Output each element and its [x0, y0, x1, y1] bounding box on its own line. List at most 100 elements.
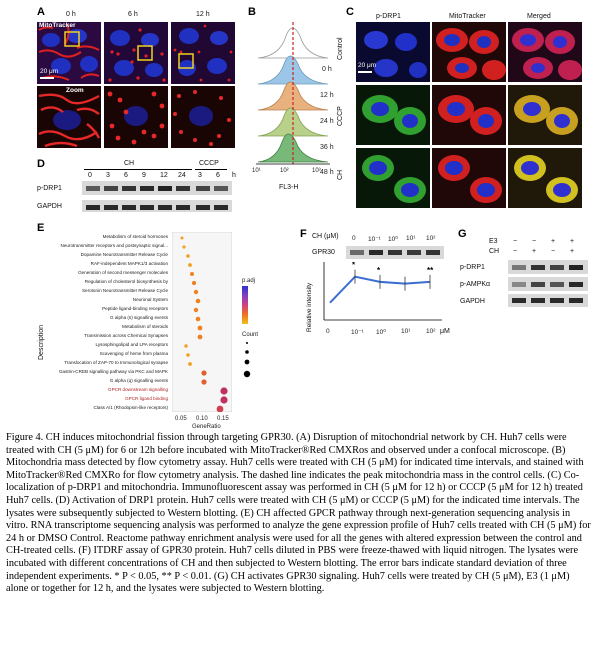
panel-c-label: C — [346, 6, 354, 18]
stain-label: MitoTracker — [39, 22, 76, 29]
ifa-cccp-mito — [432, 85, 506, 145]
legend-padj-title: p.adj — [242, 278, 256, 284]
panel-d-label: D — [37, 158, 45, 170]
f-significance-star: * — [352, 262, 356, 270]
f-row-gpr30: GPR30 — [312, 249, 335, 256]
f-x-tick: 0 — [326, 328, 330, 335]
x-tick-10-2: 10² — [280, 168, 289, 174]
zoom-label: Zoom — [66, 87, 84, 94]
f-significance-star: ** — [427, 266, 434, 275]
dotplot-point — [197, 325, 203, 331]
g-treatment-e3: E3 — [489, 238, 498, 245]
scale-bar-a — [40, 77, 54, 79]
group-cccp-line — [195, 169, 227, 170]
term-label: Gastrin-CREB signalling pathway via PKC … — [58, 369, 168, 374]
dotplot-point — [197, 334, 203, 340]
lane-label: 12 — [160, 172, 168, 179]
dotplot-point — [220, 396, 228, 404]
blot-d-pdrp1 — [82, 181, 232, 195]
panel-b-label: B — [248, 6, 256, 18]
legend-color-scale — [242, 286, 248, 324]
e-xtick-0: 0.05 — [175, 416, 187, 422]
term-label: Metabolism of steroid hormones — [102, 234, 168, 239]
time-label-48h: 48 h — [320, 169, 334, 176]
ifa-ch-pdrp1-image — [362, 155, 426, 203]
x-tick-10-1: 10¹ — [252, 168, 261, 174]
row-p-drp1-d: p-DRP1 — [37, 185, 62, 192]
x-tick-10-3: 10³ — [312, 168, 321, 174]
lane-label: 6 — [216, 172, 220, 179]
scale-bar-c-label: 20 μm — [358, 62, 377, 69]
term-label: Lysosphingolipid and LPA receptors — [95, 342, 168, 347]
ifa-control-pdrp1 — [356, 22, 430, 82]
ifa-control-mito-image — [436, 28, 506, 80]
dotplot-point — [201, 370, 207, 376]
dotplot-point — [186, 254, 190, 258]
conc-label: 10¹ — [406, 235, 416, 242]
flow-cytometry-histograms — [256, 22, 330, 165]
term-label: Transmission across Chemical Synapses — [84, 333, 168, 338]
zoom-a-6h-image — [107, 91, 165, 145]
f-x-tick: 10² — [426, 328, 436, 335]
row-ch: CH — [337, 169, 344, 180]
figure-caption: Figure 4. CH induces mitochondrial fissi… — [6, 432, 591, 595]
dotplot-point — [216, 405, 224, 412]
group-ch: CH — [124, 160, 135, 167]
g-sign-e3: − — [532, 238, 537, 245]
g-row-gapdh: GAPDH — [460, 298, 485, 305]
term-label: RAF-independent MAPK1/3 activation — [90, 261, 168, 266]
term-label: Class A/1 (Rhodopsin-like receptors) — [93, 405, 168, 410]
row-cccp: CCCP — [337, 106, 344, 126]
term-label: Dopamine Neurotransmitter Release Cycle — [80, 252, 168, 257]
flow-x-axis-label: FL3-H — [279, 184, 299, 191]
term-label: Metabolism of steroids — [122, 324, 168, 329]
ifa-control-mito — [432, 22, 506, 82]
g-sign-ch: + — [570, 248, 575, 255]
blot-g-pdrp1-bands — [512, 265, 583, 270]
e-x-axis-label: GeneRatio — [192, 424, 221, 430]
term-label: Generation of second messenger molecules — [78, 270, 168, 275]
dotplot-point — [188, 263, 192, 267]
micrograph-a-0h — [37, 22, 101, 84]
row-control: Control — [337, 37, 344, 60]
histogram-24h — [257, 81, 329, 111]
time-label-24h: 24 h — [320, 118, 334, 125]
lane-label: 0 — [88, 172, 92, 179]
micrograph-a-12h — [171, 22, 235, 84]
g-treatment-ch: CH — [489, 248, 500, 255]
time-label-12h: 12 h — [320, 92, 334, 99]
g-sign-e3: + — [570, 238, 575, 245]
term-label: Neurotransmitter receptors and postsynap… — [60, 243, 169, 248]
time-label-0h: 0 h — [322, 66, 332, 73]
dotplot-point — [186, 353, 190, 357]
micrograph-a-12h-image — [173, 24, 233, 82]
g-sign-e3: − — [513, 238, 518, 245]
g-sign-ch: + — [532, 248, 537, 255]
term-label: G alpha (q) signalling events — [109, 378, 168, 383]
g-row-pdrp1: p-DRP1 — [460, 264, 485, 271]
ifa-control-merged-image — [512, 28, 582, 80]
zoom-a-0h — [37, 86, 101, 148]
dotplot-point — [193, 289, 199, 295]
column-merged: Merged — [527, 13, 551, 20]
ifa-cccp-mito-image — [438, 95, 502, 135]
f-x-unit: μM — [440, 328, 450, 335]
lane-label: 24 — [178, 172, 186, 179]
e-y-axis-label: Description — [38, 324, 45, 360]
ifa-ch-merged — [508, 148, 582, 208]
legend-count-dots — [243, 342, 251, 378]
blot-g-gapdh — [508, 294, 588, 307]
time-12h-label: 12 h — [196, 11, 210, 18]
group-cccp: CCCP — [199, 160, 219, 167]
micrograph-a-0h-image — [38, 23, 100, 81]
lane-label: 6 — [124, 172, 128, 179]
row-gapdh-d: GAPDH — [37, 203, 62, 210]
g-sign-ch: − — [551, 248, 556, 255]
g-row-pampk: p-AMPKα — [460, 281, 491, 288]
time-0h-label: 0 h — [66, 11, 76, 18]
dotplot-frame — [172, 232, 232, 412]
zoom-a-6h — [104, 86, 168, 148]
f-x-tick: 10⁰ — [376, 329, 386, 336]
ifa-cccp-merged-image — [514, 95, 578, 135]
term-label: Scavenging of heme from plasma — [99, 351, 168, 356]
